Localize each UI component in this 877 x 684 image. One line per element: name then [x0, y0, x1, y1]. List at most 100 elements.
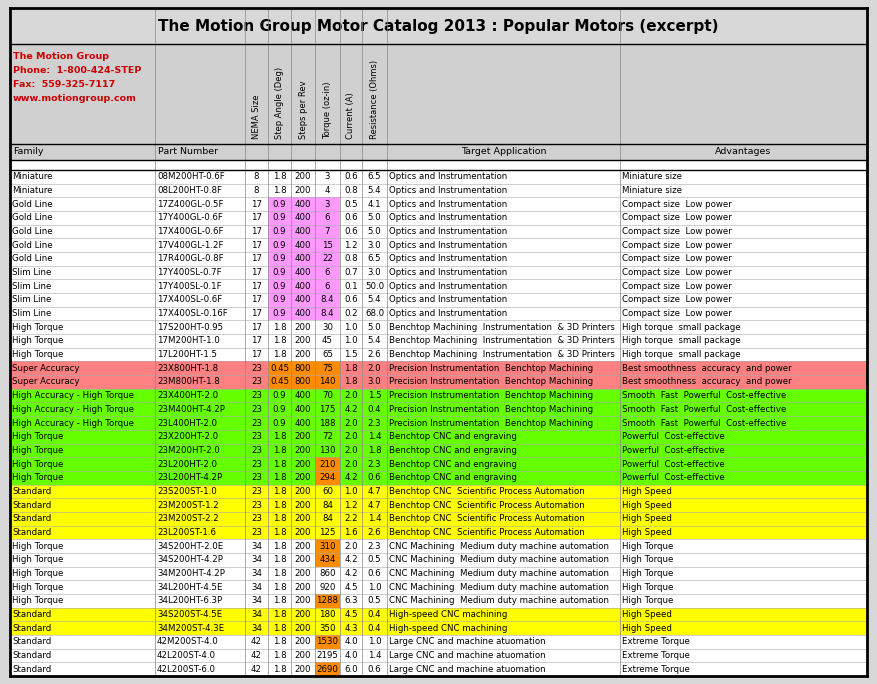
- Text: 6: 6: [324, 268, 331, 277]
- Text: Large CNC and machine atuomation: Large CNC and machine atuomation: [389, 637, 545, 646]
- Text: 4.2: 4.2: [344, 473, 358, 482]
- Text: Optics and Instrumentation: Optics and Instrumentation: [389, 295, 507, 304]
- Text: 1.8: 1.8: [273, 555, 286, 564]
- Bar: [315, 293, 340, 306]
- Bar: [291, 239, 315, 252]
- Text: Powerful  Cost-effective: Powerful Cost-effective: [622, 446, 724, 455]
- Bar: [291, 252, 315, 265]
- Text: 2.0: 2.0: [344, 446, 358, 455]
- Text: 2.0: 2.0: [367, 364, 381, 373]
- Text: 0.6: 0.6: [344, 172, 358, 181]
- Text: 42: 42: [251, 665, 262, 674]
- Text: Precision Instrumentation  Benchtop Machining: Precision Instrumentation Benchtop Machi…: [389, 364, 593, 373]
- Text: 60: 60: [322, 487, 333, 496]
- Bar: [10, 8, 867, 44]
- Bar: [10, 430, 867, 443]
- Bar: [620, 512, 867, 525]
- Text: 5.0: 5.0: [367, 227, 381, 236]
- Text: 0.9: 0.9: [273, 405, 286, 414]
- Text: Powerful  Cost-effective: Powerful Cost-effective: [622, 460, 724, 469]
- Text: 800: 800: [295, 378, 311, 386]
- Text: 2.2: 2.2: [344, 514, 358, 523]
- Text: 0.45: 0.45: [270, 378, 289, 386]
- Bar: [10, 471, 867, 484]
- Text: 200: 200: [295, 460, 311, 469]
- Text: 75: 75: [322, 364, 333, 373]
- Text: 0.8: 0.8: [344, 186, 358, 195]
- Text: 200: 200: [295, 487, 311, 496]
- Text: Smooth  Fast  Powerful  Cost-effective: Smooth Fast Powerful Cost-effective: [622, 391, 787, 400]
- Text: 1.8: 1.8: [273, 651, 286, 660]
- Bar: [315, 252, 340, 265]
- Text: 3.0: 3.0: [367, 241, 381, 250]
- Bar: [10, 402, 867, 416]
- Text: High Speed: High Speed: [622, 487, 672, 496]
- Text: 1.5: 1.5: [367, 391, 381, 400]
- Text: Compact size  Low power: Compact size Low power: [622, 282, 731, 291]
- Bar: [10, 648, 867, 662]
- Text: 175: 175: [319, 405, 336, 414]
- Bar: [291, 211, 315, 225]
- Text: 1.5: 1.5: [344, 350, 358, 359]
- Text: 0.6: 0.6: [344, 227, 358, 236]
- Text: Optics and Instrumentation: Optics and Instrumentation: [389, 200, 507, 209]
- Text: 200: 200: [295, 651, 311, 660]
- Bar: [268, 306, 291, 320]
- Text: 200: 200: [295, 665, 311, 674]
- Text: 23: 23: [251, 378, 262, 386]
- Text: 34: 34: [251, 583, 262, 592]
- Text: Torque (oz-in): Torque (oz-in): [323, 81, 332, 139]
- Text: 17X400GL-0.6F: 17X400GL-0.6F: [157, 227, 224, 236]
- Bar: [10, 252, 867, 265]
- Text: 200: 200: [295, 610, 311, 619]
- Text: Slim Line: Slim Line: [12, 282, 52, 291]
- Text: High Torque: High Torque: [622, 583, 674, 592]
- Text: High Torque: High Torque: [12, 337, 63, 345]
- Text: High Torque: High Torque: [622, 555, 674, 564]
- Text: 4.0: 4.0: [344, 651, 358, 660]
- Text: 140: 140: [319, 378, 336, 386]
- Bar: [10, 225, 867, 239]
- Bar: [268, 361, 291, 375]
- Bar: [10, 198, 867, 211]
- Bar: [620, 525, 867, 539]
- Text: 188: 188: [319, 419, 336, 428]
- Text: 1.8: 1.8: [273, 596, 286, 605]
- Text: 1.8: 1.8: [273, 542, 286, 551]
- Text: 23M400HT-4.2P: 23M400HT-4.2P: [157, 405, 225, 414]
- Text: 6.5: 6.5: [367, 172, 381, 181]
- Bar: [315, 539, 340, 553]
- Text: 1.8: 1.8: [273, 350, 286, 359]
- Text: 1.8: 1.8: [273, 432, 286, 441]
- Bar: [291, 293, 315, 306]
- Bar: [315, 211, 340, 225]
- Text: High torque  small package: High torque small package: [622, 350, 740, 359]
- Text: 50.0: 50.0: [365, 282, 384, 291]
- Bar: [10, 44, 867, 144]
- Text: High Speed: High Speed: [622, 514, 672, 523]
- Text: 400: 400: [295, 405, 311, 414]
- Text: 1.4: 1.4: [367, 514, 381, 523]
- Text: 23L200ST-1.6: 23L200ST-1.6: [157, 528, 216, 537]
- Text: Current (A): Current (A): [346, 92, 355, 139]
- Text: Standard: Standard: [12, 528, 51, 537]
- Text: 400: 400: [295, 391, 311, 400]
- Text: CNC Machining  Medium duty machine automation: CNC Machining Medium duty machine automa…: [389, 542, 609, 551]
- Text: 1.0: 1.0: [344, 323, 358, 332]
- Text: 1.8: 1.8: [273, 569, 286, 578]
- Bar: [10, 184, 867, 198]
- Text: 23L200HT-2.0: 23L200HT-2.0: [157, 460, 217, 469]
- Text: 23: 23: [251, 364, 262, 373]
- Text: 6.5: 6.5: [367, 254, 381, 263]
- Text: 1.8: 1.8: [273, 337, 286, 345]
- Text: 23L400HT-2.0: 23L400HT-2.0: [157, 419, 217, 428]
- Text: 200: 200: [295, 637, 311, 646]
- Text: 1288: 1288: [317, 596, 339, 605]
- Text: 8: 8: [253, 172, 260, 181]
- Text: Phone:  1-800-424-STEP: Phone: 1-800-424-STEP: [13, 66, 141, 75]
- Text: 200: 200: [295, 446, 311, 455]
- Text: 1.8: 1.8: [273, 528, 286, 537]
- Text: High Torque: High Torque: [622, 542, 674, 551]
- Text: 22: 22: [322, 254, 333, 263]
- Bar: [315, 239, 340, 252]
